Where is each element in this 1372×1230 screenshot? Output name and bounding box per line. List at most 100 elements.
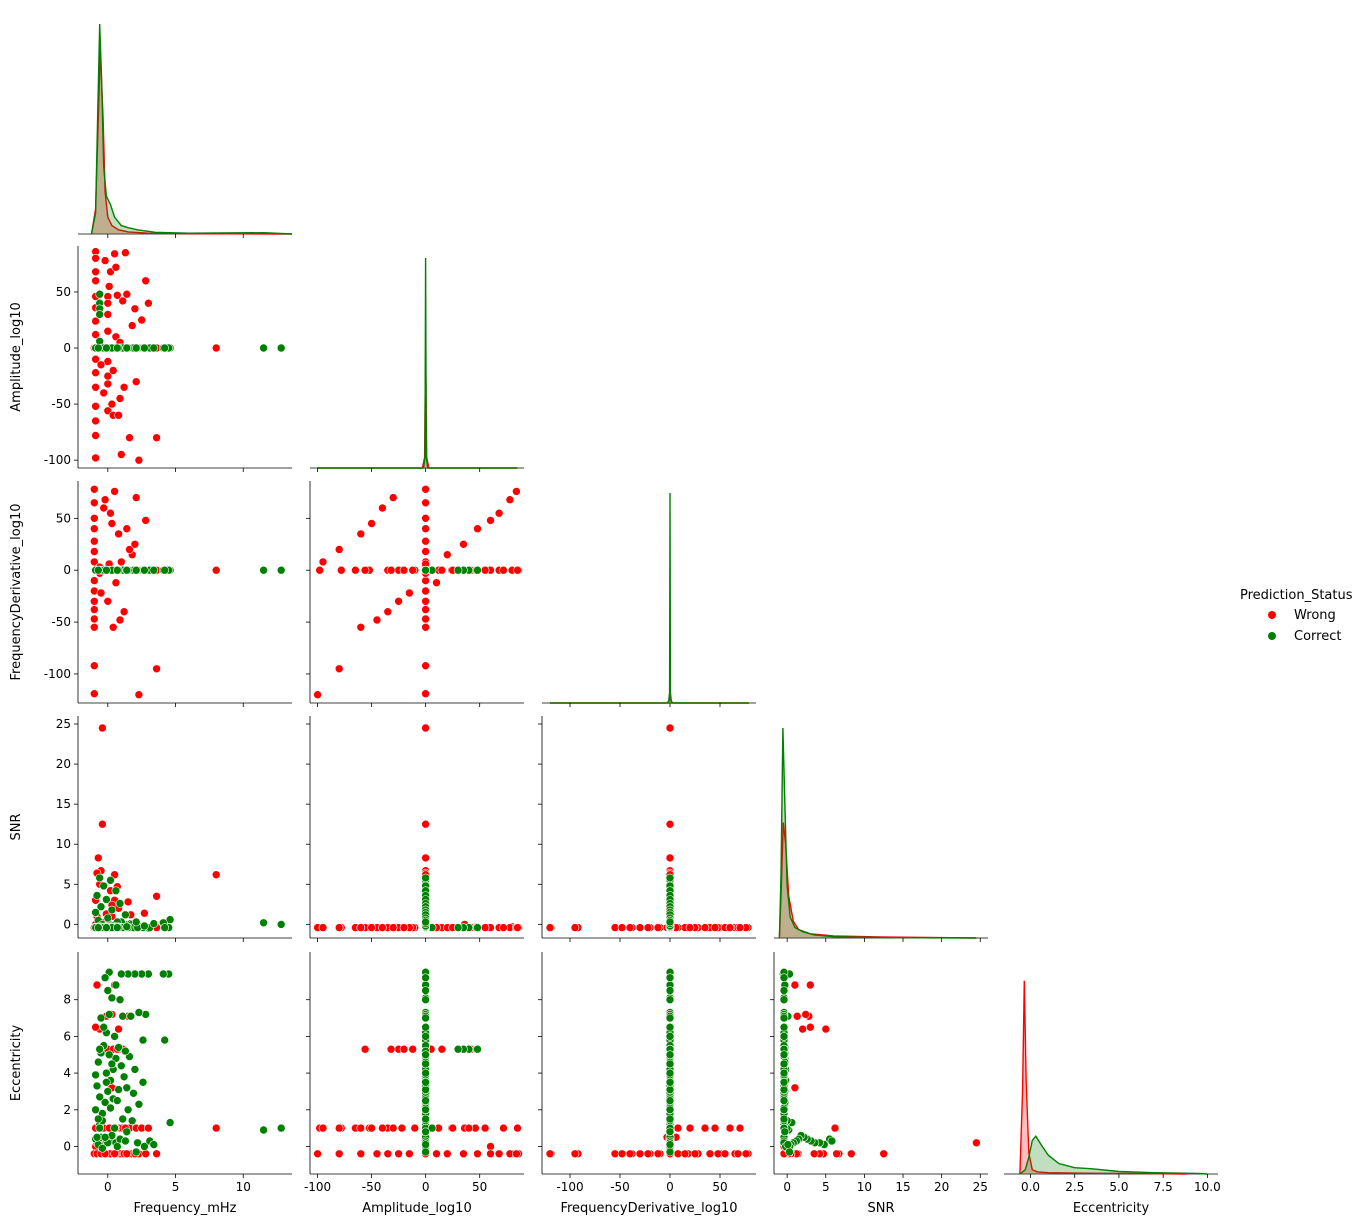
y-tick-label: 8 <box>63 993 71 1007</box>
point-correct <box>779 1078 789 1087</box>
point-wrong <box>680 1149 690 1159</box>
point-wrong <box>665 819 675 829</box>
y-tick-label: 50 <box>56 511 71 525</box>
point-correct <box>421 1127 430 1137</box>
point-correct <box>102 895 111 904</box>
point-wrong <box>846 1149 856 1159</box>
point-wrong <box>108 366 118 375</box>
y-axis-label: SNR <box>9 813 24 840</box>
point-correct <box>665 986 675 995</box>
point-wrong <box>96 360 106 370</box>
point-wrong <box>643 923 653 932</box>
point-wrong <box>386 565 396 575</box>
point-wrong <box>152 1149 161 1159</box>
y-tick-label: 50 <box>56 285 71 299</box>
point-wrong <box>90 614 99 624</box>
point-wrong <box>685 1123 695 1133</box>
point-wrong <box>720 1149 730 1159</box>
point-wrong <box>710 1123 720 1133</box>
point-wrong <box>318 1123 328 1133</box>
point-correct <box>785 1147 794 1157</box>
y-tick-label: 5 <box>63 877 71 891</box>
kde-fill-wrong <box>317 350 518 468</box>
point-correct <box>115 995 125 1005</box>
point-wrong <box>98 819 107 829</box>
point-correct <box>140 343 149 353</box>
point-correct <box>827 1136 837 1146</box>
point-wrong <box>421 586 430 596</box>
x-axis-label: SNR <box>867 1201 894 1216</box>
point-correct <box>779 1050 789 1059</box>
point-wrong <box>798 1024 807 1034</box>
point-wrong <box>437 565 447 575</box>
point-wrong <box>90 536 99 546</box>
point-wrong <box>141 516 150 525</box>
point-correct <box>421 1114 430 1124</box>
point-correct <box>122 1083 132 1093</box>
point-correct <box>421 995 430 1005</box>
y-tick-label: 0 <box>63 563 71 577</box>
point-wrong <box>830 1123 840 1133</box>
point-correct <box>138 1078 148 1087</box>
point-wrong <box>432 578 441 588</box>
point-correct <box>276 343 286 353</box>
point-wrong <box>421 547 430 556</box>
point-wrong <box>617 923 627 932</box>
pair-plot-panels: -100-50050Amplitude_log10-100-50050Frequ… <box>9 23 1221 1216</box>
point-correct <box>665 1022 675 1032</box>
x-tick-label: 50 <box>472 1180 487 1194</box>
point-correct <box>159 969 168 979</box>
point-wrong <box>91 276 100 286</box>
point-correct <box>779 973 789 983</box>
point-correct <box>121 1046 130 1056</box>
kde-line-wrong <box>90 49 293 235</box>
legend: Prediction_Status Wrong Correct <box>1240 588 1353 644</box>
point-correct <box>103 986 113 995</box>
point-wrong <box>118 296 127 306</box>
point-correct <box>113 1142 122 1151</box>
point-correct <box>665 1013 675 1023</box>
point-correct <box>118 1011 127 1021</box>
point-wrong <box>98 723 107 733</box>
point-wrong <box>421 524 430 534</box>
point-wrong <box>459 539 468 549</box>
point-wrong <box>421 661 430 671</box>
point-correct <box>160 923 169 932</box>
x-tick-label: 5.0 <box>1109 1180 1128 1194</box>
point-wrong <box>486 516 495 525</box>
point-correct <box>665 873 675 883</box>
point-wrong <box>90 484 99 494</box>
point-correct <box>259 343 268 353</box>
point-wrong <box>388 923 398 932</box>
point-wrong <box>505 495 515 505</box>
point-correct <box>98 1144 107 1153</box>
kde-line-correct <box>317 257 518 469</box>
x-tick-label: -50 <box>362 1180 382 1194</box>
point-correct <box>421 917 430 927</box>
point-wrong <box>94 853 103 863</box>
point-wrong <box>432 1149 441 1159</box>
point-correct <box>99 881 108 891</box>
point-wrong <box>356 1149 366 1159</box>
point-wrong <box>114 410 123 420</box>
x-tick-label: 15 <box>895 1180 910 1194</box>
point-wrong <box>805 1022 815 1032</box>
point-correct <box>117 969 126 979</box>
point-wrong <box>408 1044 418 1054</box>
point-correct <box>665 1078 675 1087</box>
point-correct <box>149 1140 159 1149</box>
point-wrong <box>710 923 720 932</box>
point-wrong <box>318 923 328 932</box>
point-correct <box>140 921 149 931</box>
point-correct <box>665 1140 675 1149</box>
point-correct <box>118 1114 127 1124</box>
point-wrong <box>570 923 580 932</box>
x-axis-label: FrequencyDerivative_log10 <box>560 1201 737 1216</box>
x-axis-label: Amplitude_log10 <box>362 1201 471 1216</box>
point-correct <box>119 1072 129 1082</box>
point-correct <box>259 1125 268 1135</box>
point-wrong <box>91 267 100 277</box>
x-tick-label: -100 <box>556 1180 583 1194</box>
point-wrong <box>499 1123 508 1133</box>
point-wrong <box>90 513 99 523</box>
